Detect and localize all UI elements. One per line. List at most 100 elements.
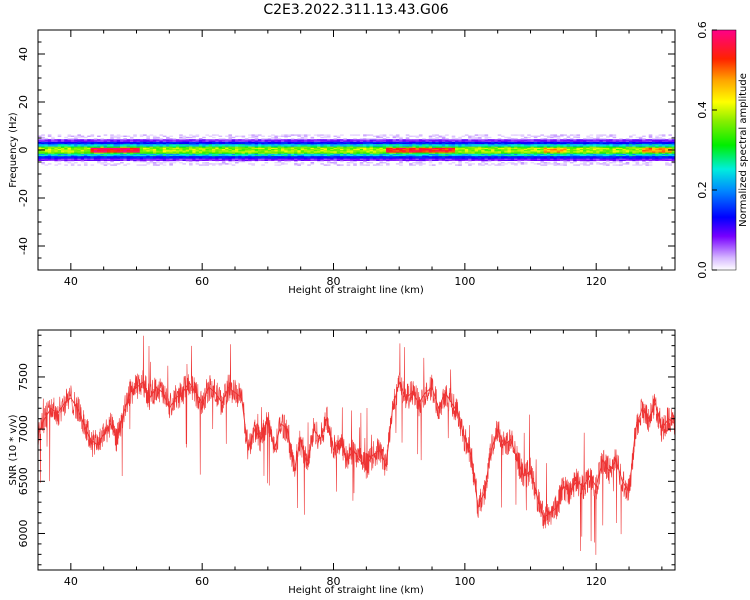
heatmap-cell — [458, 146, 462, 148]
heatmap-cell — [642, 153, 646, 155]
heatmap-cell — [136, 145, 141, 147]
heatmap-cell — [287, 134, 292, 136]
heatmap-cell — [179, 142, 183, 145]
heatmap-cell — [175, 151, 180, 153]
heatmap-cell — [310, 152, 315, 154]
heatmap-cell — [113, 152, 118, 154]
heatmap-cell — [198, 164, 203, 166]
heatmap-cell — [553, 136, 558, 139]
heatmap-cell — [103, 134, 108, 136]
heatmap-cell — [41, 144, 45, 146]
heatmap-cell — [54, 156, 58, 158]
heatmap-cell — [409, 148, 413, 151]
heatmap-cell — [425, 157, 430, 159]
heatmap-cell — [64, 144, 68, 146]
heatmap-cell — [320, 141, 324, 143]
heatmap-cell — [671, 140, 676, 142]
heatmap-cell — [504, 159, 508, 161]
heatmap-cell — [274, 140, 278, 142]
heatmap-cell — [70, 150, 75, 152]
heatmap-cell — [425, 147, 430, 149]
heatmap-cell — [152, 139, 157, 141]
heatmap-cell — [44, 154, 49, 157]
heatmap-cell — [231, 150, 236, 152]
heatmap-cell — [317, 148, 321, 151]
heatmap-cell — [435, 134, 439, 136]
heatmap-cell — [514, 145, 518, 147]
heatmap-cell — [425, 153, 430, 155]
heatmap-cell — [77, 145, 81, 147]
heatmap-cell — [340, 158, 344, 160]
heatmap-cell — [543, 138, 548, 140]
heatmap-cell — [415, 163, 420, 165]
heatmap-cell — [517, 145, 521, 147]
heatmap-cell — [612, 152, 617, 154]
heatmap-cell — [126, 159, 131, 161]
heatmap-cell — [74, 154, 78, 157]
heatmap-cell — [218, 148, 223, 151]
heatmap-cell — [77, 158, 81, 160]
heatmap-cell — [471, 139, 475, 141]
heatmap-cell — [477, 164, 482, 166]
heatmap-cell — [464, 148, 469, 151]
heatmap-cell — [149, 146, 154, 148]
heatmap-cell — [386, 142, 390, 145]
heatmap-cell — [110, 142, 114, 145]
heatmap-cell — [484, 135, 489, 137]
heatmap-cell — [241, 148, 246, 151]
heatmap-cell — [428, 150, 433, 152]
heatmap-cell — [458, 164, 462, 166]
heatmap-cell — [461, 141, 466, 143]
heatmap-cell — [149, 141, 154, 143]
heatmap-cell — [405, 140, 410, 142]
heatmap-cell — [504, 163, 508, 165]
heatmap-cell — [395, 140, 400, 142]
heatmap-cell — [537, 140, 541, 142]
heatmap-cell — [166, 156, 170, 158]
heatmap-cell — [297, 146, 301, 148]
heatmap-cell — [576, 153, 581, 155]
heatmap-cell — [455, 153, 459, 155]
heatmap-cell — [349, 134, 354, 136]
heatmap-cell — [336, 141, 341, 143]
heatmap-cell — [553, 162, 558, 164]
heatmap-cell — [402, 139, 407, 141]
heatmap-cell — [409, 158, 413, 160]
heatmap-cell — [120, 154, 124, 157]
heatmap-cell — [560, 153, 564, 155]
heatmap-cell — [44, 152, 49, 154]
heatmap-cell — [100, 146, 104, 148]
heatmap-cell — [556, 157, 561, 159]
heatmap-cell — [356, 154, 361, 157]
heatmap-cell — [353, 147, 357, 149]
heatmap-cell — [573, 151, 577, 153]
heatmap-cell — [527, 136, 531, 139]
heatmap-cell — [54, 153, 58, 155]
heatmap-cell — [228, 160, 233, 163]
heatmap-cell — [445, 156, 449, 158]
heatmap-cell — [494, 158, 498, 160]
heatmap-cell — [340, 144, 344, 146]
heatmap-cell — [182, 135, 187, 137]
heatmap-cell — [159, 163, 164, 165]
heatmap-cell — [208, 144, 213, 146]
heatmap-cell — [468, 152, 472, 154]
heatmap-cell — [583, 141, 587, 143]
heatmap-cell — [264, 157, 269, 159]
heatmap-cell — [520, 153, 525, 155]
heatmap-cell — [395, 144, 400, 146]
heatmap-cell — [323, 158, 328, 160]
heatmap-cell — [602, 159, 607, 161]
heatmap-cell — [326, 152, 331, 154]
heatmap-cell — [261, 164, 265, 166]
heatmap-cell — [313, 141, 318, 143]
heatmap-cell — [484, 134, 489, 136]
heatmap-cell — [303, 152, 308, 154]
heatmap-cell — [645, 144, 650, 146]
heatmap-cell — [569, 153, 574, 155]
heatmap-cell — [576, 135, 581, 137]
heatmap-cell — [523, 148, 528, 151]
heatmap-cell — [366, 154, 370, 157]
heatmap-cell — [563, 156, 567, 158]
